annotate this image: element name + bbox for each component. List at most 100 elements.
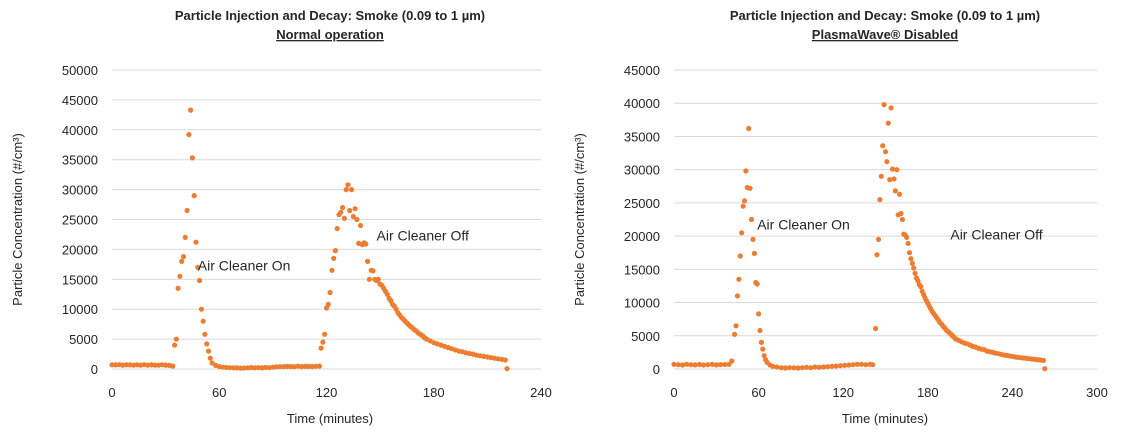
data-point — [504, 366, 510, 372]
data-point — [179, 258, 185, 264]
data-point — [858, 361, 865, 367]
data-point — [502, 357, 508, 363]
data-point — [739, 230, 745, 236]
data-point — [318, 345, 324, 351]
data-point — [758, 339, 765, 345]
data-point — [679, 362, 686, 368]
data-point — [877, 197, 883, 203]
data-point — [338, 209, 344, 215]
data-point — [888, 105, 894, 111]
data-point — [808, 365, 814, 371]
y-tick-label: 40000 — [62, 123, 98, 138]
data-point — [198, 306, 204, 312]
data-point — [756, 311, 762, 317]
data-point — [684, 361, 690, 367]
data-point — [915, 278, 921, 284]
x-tick-label: 60 — [751, 385, 765, 400]
y-tick-label: 20000 — [62, 242, 98, 257]
data-point — [1040, 357, 1046, 363]
data-point — [327, 289, 333, 296]
data-point — [175, 285, 181, 291]
data-point — [316, 363, 322, 369]
data-point — [874, 252, 880, 258]
data-point — [754, 281, 760, 287]
data-point — [347, 207, 353, 214]
data-point — [191, 193, 197, 199]
y-tick-label: 50000 — [62, 63, 98, 78]
data-point — [885, 120, 891, 126]
data-point — [354, 216, 360, 223]
data-point — [909, 260, 915, 266]
data-point — [887, 177, 893, 183]
data-point — [705, 362, 711, 368]
x-tick-label: 0 — [108, 385, 115, 400]
data-point — [334, 225, 340, 232]
data-point — [829, 363, 835, 369]
data-point — [733, 323, 739, 329]
y-axis-label: Particle Concentration (#/cm³) — [10, 133, 25, 306]
data-point — [795, 365, 801, 371]
data-point — [709, 361, 715, 367]
y-tick-label: 5000 — [631, 329, 660, 344]
data-point — [799, 365, 805, 371]
data-point — [184, 207, 190, 214]
data-point — [202, 331, 208, 337]
y-tick-label: 15000 — [62, 272, 98, 287]
data-point — [696, 361, 703, 368]
data-point — [770, 363, 776, 369]
y-tick-label: 45000 — [624, 63, 660, 78]
x-tick-label: 180 — [917, 385, 939, 400]
data-point — [701, 362, 707, 368]
data-point — [747, 185, 753, 191]
chart-subtitle: Normal operation — [276, 27, 384, 42]
data-point — [782, 365, 789, 371]
y-tick-label: 0 — [91, 362, 98, 377]
data-point — [340, 204, 346, 211]
y-tick-label: 5000 — [69, 332, 98, 347]
data-point — [170, 363, 176, 369]
data-point — [880, 143, 886, 149]
data-point — [884, 159, 890, 165]
data-point — [873, 325, 879, 332]
data-point — [350, 213, 356, 220]
data-point — [193, 239, 199, 245]
data-point — [741, 198, 748, 204]
data-point — [833, 363, 839, 369]
data-point — [870, 362, 876, 368]
data-point — [878, 173, 884, 179]
annotation-label: Air Cleaner On — [757, 216, 850, 232]
data-point — [898, 210, 904, 217]
y-tick-label: 35000 — [624, 129, 660, 144]
data-point — [332, 248, 338, 254]
chart-2: Particle Injection and Decay: Smoke (0.0… — [572, 8, 1108, 426]
chart-1: Particle Injection and Decay: Smoke (0.0… — [10, 8, 552, 426]
data-point — [343, 187, 349, 193]
data-point — [365, 258, 371, 264]
y-tick-label: 25000 — [62, 213, 98, 228]
y-tick-label: 10000 — [624, 296, 660, 311]
data-point — [322, 331, 328, 337]
data-point — [757, 327, 763, 334]
data-point — [746, 125, 752, 132]
data-point — [197, 277, 203, 284]
data-point — [863, 362, 869, 368]
data-point — [352, 206, 358, 212]
x-tick-label: 240 — [1002, 385, 1024, 400]
data-point — [722, 361, 728, 368]
data-point — [1042, 366, 1048, 372]
data-point — [366, 276, 372, 282]
data-point — [803, 364, 810, 370]
chart-subtitle: PlasmaWave® Disabled — [812, 27, 958, 42]
data-point — [200, 318, 206, 324]
annotation-label: Air Cleaner On — [198, 257, 291, 273]
y-tick-label: 45000 — [62, 93, 98, 108]
y-tick-label: 35000 — [62, 153, 98, 168]
data-point — [894, 167, 900, 173]
y-tick-label: 10000 — [62, 302, 98, 317]
data-point — [875, 236, 882, 242]
data-point — [740, 203, 746, 209]
data-point — [734, 293, 741, 299]
data-point — [325, 301, 331, 307]
data-point — [905, 240, 911, 246]
